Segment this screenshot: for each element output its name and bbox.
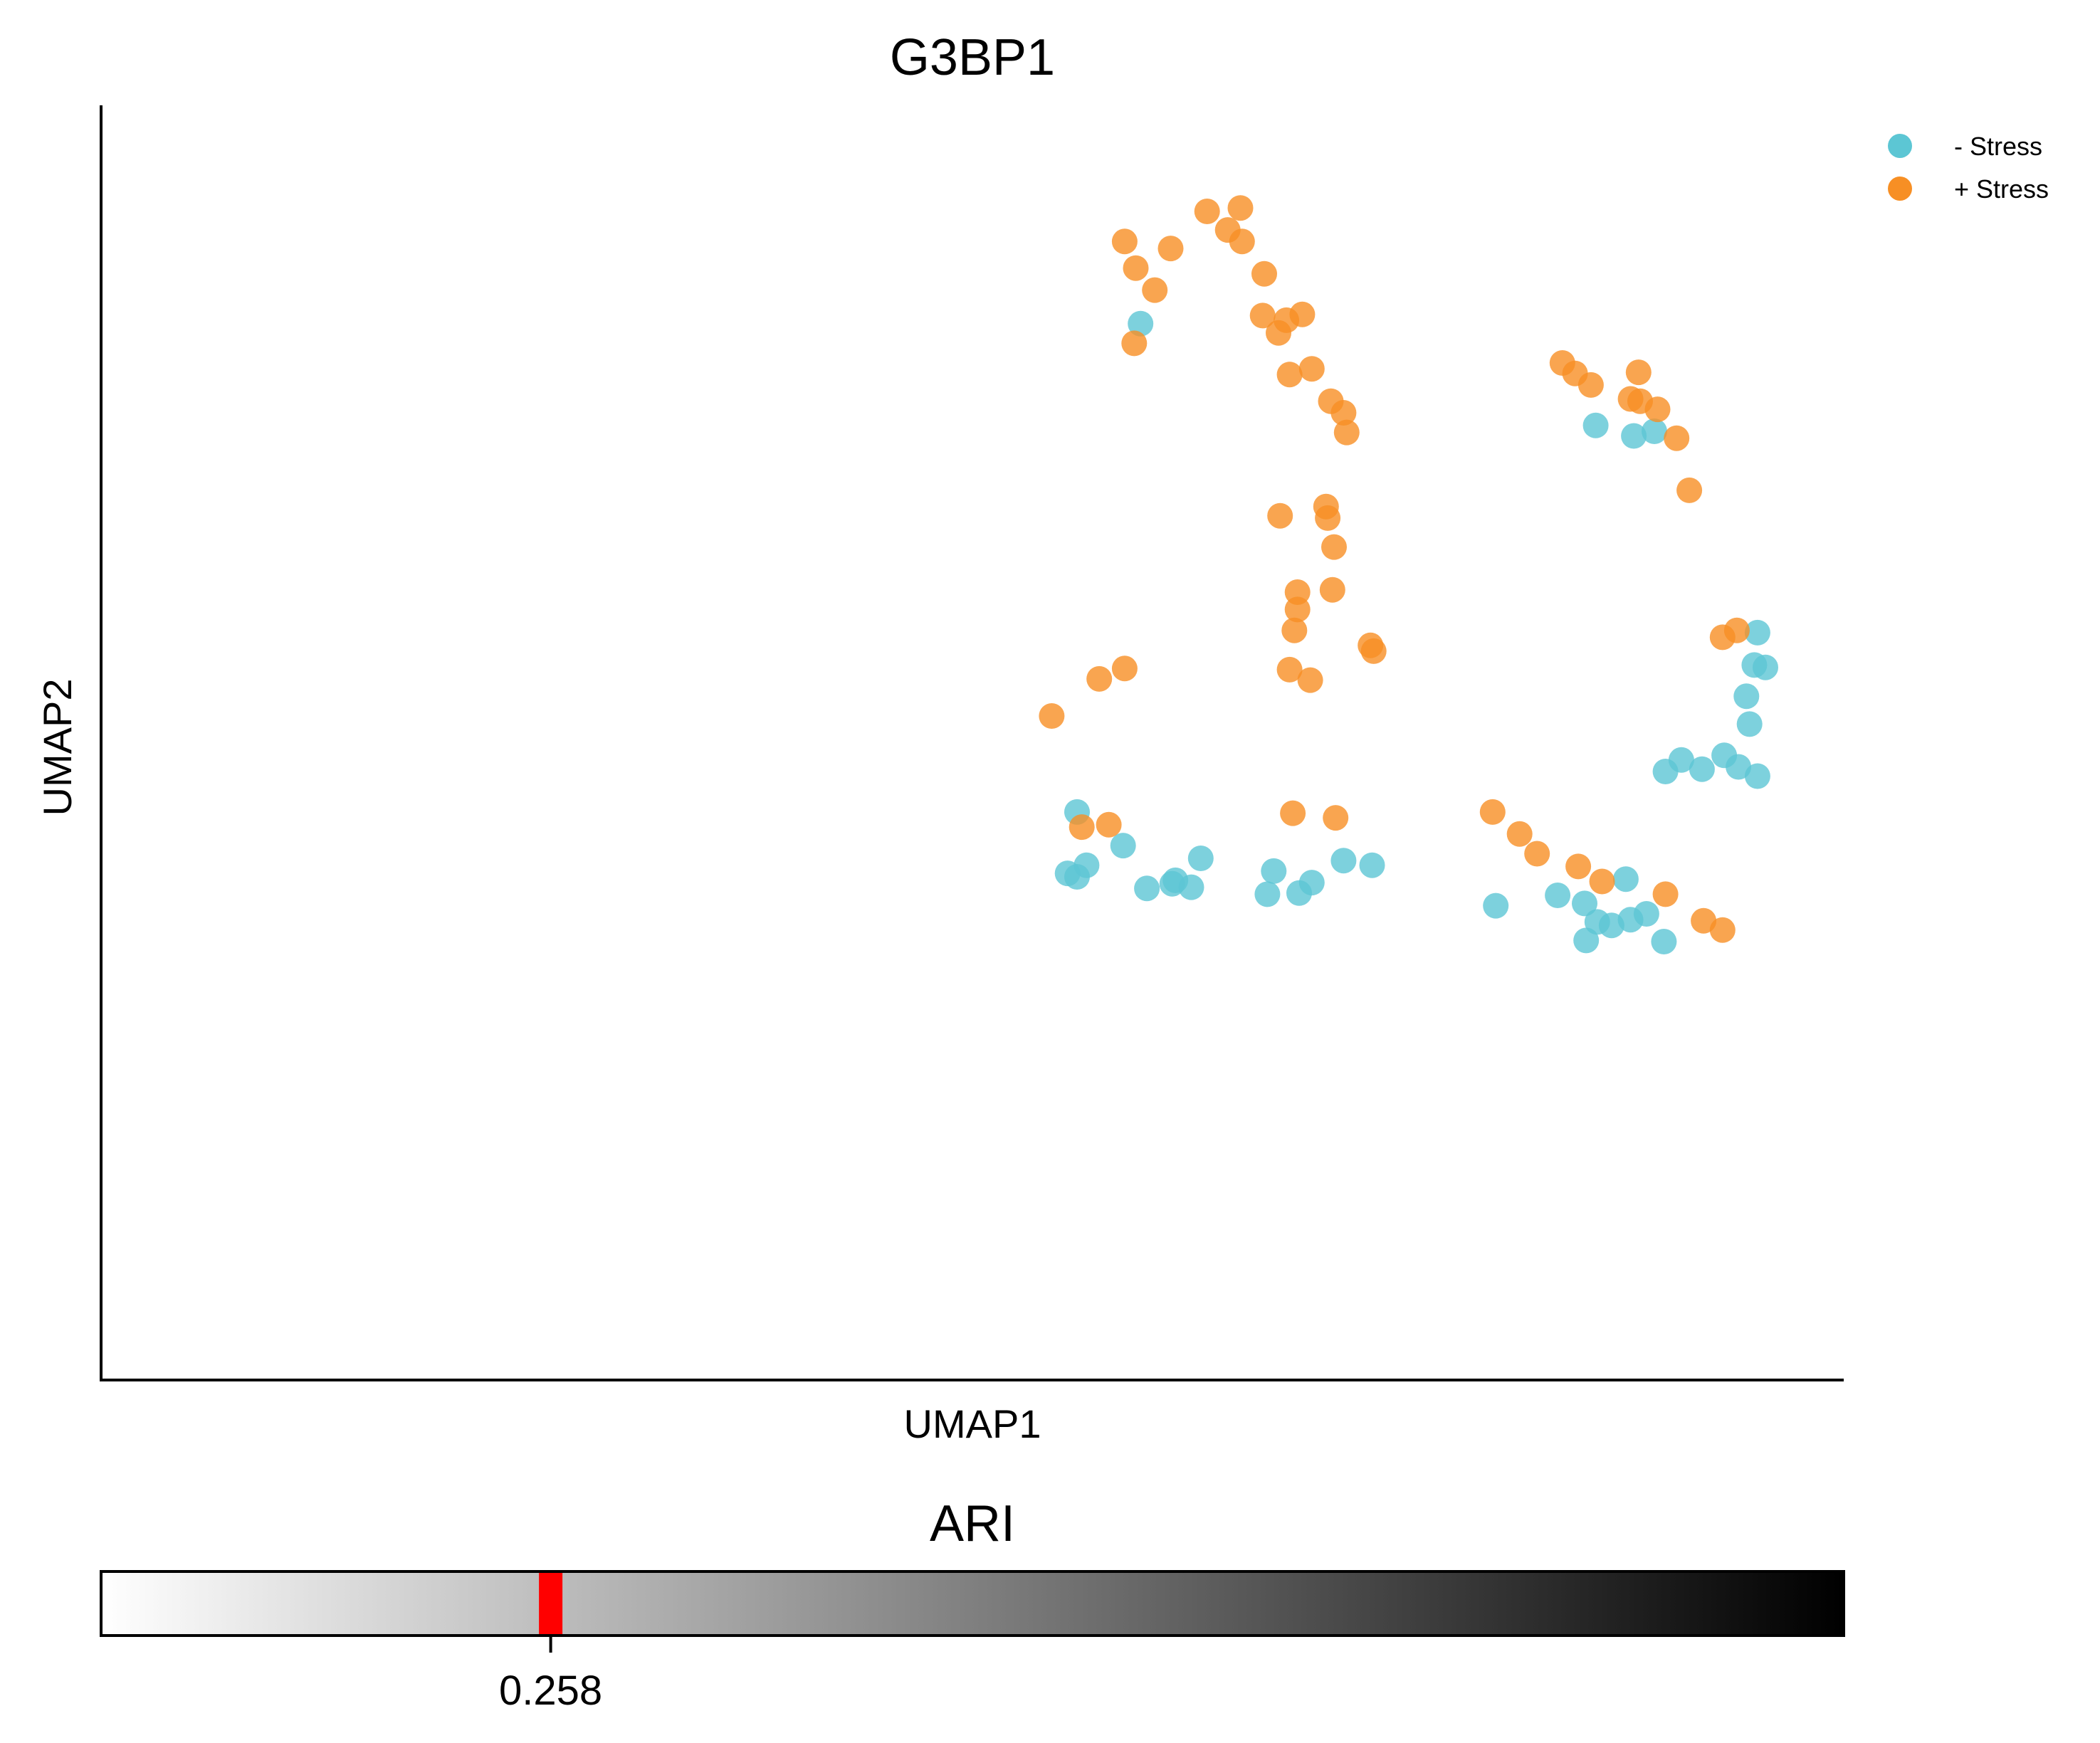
point-minus-stress-23 bbox=[1633, 901, 1659, 927]
point-minus-stress-0 bbox=[1128, 310, 1154, 337]
colorbar-frame bbox=[100, 1570, 1845, 1637]
point-minus-stress-36 bbox=[1753, 654, 1778, 680]
point-plus-stress-1 bbox=[1123, 255, 1149, 281]
point-minus-stress-10 bbox=[1187, 846, 1214, 871]
point-minus-stress-24 bbox=[1651, 929, 1677, 954]
colorbar-tick-label: 0.258 bbox=[499, 1668, 602, 1714]
scatter-points bbox=[1039, 195, 1778, 954]
point-minus-stress-33 bbox=[1744, 763, 1770, 789]
point-minus-stress-8 bbox=[1159, 870, 1185, 897]
point-plus-stress-56 bbox=[1111, 655, 1138, 682]
point-plus-stress-26 bbox=[1276, 656, 1303, 683]
point-minus-stress-19 bbox=[1572, 890, 1597, 917]
point-minus-stress-4 bbox=[1110, 833, 1136, 859]
point-plus-stress-30 bbox=[1360, 638, 1387, 664]
point-plus-stress-31 bbox=[1039, 703, 1065, 729]
point-minus-stress-9 bbox=[1178, 874, 1204, 900]
point-minus-stress-29 bbox=[1689, 756, 1715, 782]
point-minus-stress-11 bbox=[1254, 881, 1281, 907]
point-plus-stress-33 bbox=[1096, 811, 1122, 838]
point-minus-stress-14 bbox=[1298, 870, 1325, 896]
point-plus-stress-42 bbox=[1709, 917, 1736, 943]
point-plus-stress-5 bbox=[1194, 199, 1220, 224]
legend-marker-plus-stress bbox=[1888, 177, 1912, 201]
point-plus-stress-27 bbox=[1284, 596, 1311, 623]
colorbar-gradient bbox=[101, 1571, 1844, 1636]
point-plus-stress-32 bbox=[1069, 814, 1095, 841]
point-plus-stress-50 bbox=[1664, 425, 1690, 451]
point-minus-stress-18 bbox=[1545, 883, 1571, 908]
point-plus-stress-53 bbox=[1723, 617, 1750, 643]
point-plus-stress-13 bbox=[1289, 301, 1316, 327]
point-minus-stress-40 bbox=[1621, 423, 1647, 449]
point-plus-stress-2 bbox=[1157, 236, 1184, 262]
point-minus-stress-6 bbox=[1064, 864, 1090, 890]
point-minus-stress-38 bbox=[1582, 412, 1609, 438]
point-plus-stress-10 bbox=[1249, 302, 1276, 329]
point-plus-stress-38 bbox=[1524, 841, 1550, 867]
point-plus-stress-45 bbox=[1577, 372, 1604, 398]
point-minus-stress-28 bbox=[1668, 747, 1694, 773]
point-minus-stress-37 bbox=[1744, 619, 1770, 646]
point-minus-stress-15 bbox=[1330, 848, 1357, 874]
point-plus-stress-35 bbox=[1323, 805, 1349, 831]
point-plus-stress-46 bbox=[1625, 359, 1652, 386]
point-plus-stress-20 bbox=[1315, 505, 1341, 531]
chart-title: G3BP1 bbox=[890, 29, 1055, 86]
point-plus-stress-49 bbox=[1644, 396, 1671, 423]
point-plus-stress-8 bbox=[1229, 228, 1255, 255]
point-minus-stress-31 bbox=[1726, 754, 1752, 780]
point-plus-stress-7 bbox=[1227, 195, 1254, 221]
point-plus-stress-15 bbox=[1298, 356, 1325, 382]
point-plus-stress-22 bbox=[1321, 534, 1347, 560]
y-axis-label: UMAP2 bbox=[35, 679, 80, 816]
point-plus-stress-23 bbox=[1319, 576, 1345, 603]
point-plus-stress-39 bbox=[1565, 853, 1592, 880]
point-minus-stress-25 bbox=[1573, 927, 1600, 954]
point-plus-stress-21 bbox=[1267, 502, 1293, 529]
point-plus-stress-9 bbox=[1251, 260, 1277, 287]
point-plus-stress-40 bbox=[1589, 868, 1615, 895]
scatter-panel: G3BP1 UMAP1 UMAP2 - Stress + Stress bbox=[35, 29, 2049, 1446]
point-plus-stress-34 bbox=[1280, 800, 1306, 826]
point-minus-stress-12 bbox=[1261, 858, 1287, 884]
point-minus-stress-34 bbox=[1733, 683, 1760, 710]
legend-label-plus-stress: + Stress bbox=[1954, 174, 2049, 204]
point-plus-stress-55 bbox=[1086, 665, 1113, 692]
point-plus-stress-14 bbox=[1276, 362, 1303, 388]
point-plus-stress-0 bbox=[1111, 228, 1138, 255]
point-minus-stress-26 bbox=[1612, 866, 1639, 892]
colorbar-title: ARI bbox=[930, 1495, 1015, 1552]
ari-colorbar-panel: ARI 0.258 bbox=[100, 1495, 1845, 1714]
legend-marker-minus-stress bbox=[1888, 134, 1912, 158]
point-plus-stress-36 bbox=[1479, 799, 1506, 825]
point-plus-stress-3 bbox=[1142, 277, 1168, 303]
point-minus-stress-39 bbox=[1642, 418, 1667, 444]
point-plus-stress-37 bbox=[1506, 821, 1533, 847]
point-minus-stress-17 bbox=[1483, 892, 1509, 919]
point-plus-stress-25 bbox=[1281, 617, 1308, 643]
point-minus-stress-5 bbox=[1134, 875, 1160, 902]
point-plus-stress-54 bbox=[1652, 881, 1679, 907]
legend: - Stress + Stress bbox=[1888, 132, 2049, 204]
point-minus-stress-32 bbox=[1736, 711, 1763, 737]
point-plus-stress-51 bbox=[1676, 477, 1703, 503]
point-plus-stress-28 bbox=[1297, 667, 1323, 693]
ari-value-marker bbox=[539, 1571, 563, 1636]
point-plus-stress-41 bbox=[1691, 907, 1717, 934]
point-plus-stress-17 bbox=[1330, 400, 1357, 426]
point-plus-stress-18 bbox=[1333, 419, 1360, 446]
x-axis-label: UMAP1 bbox=[904, 1401, 1041, 1446]
point-plus-stress-4 bbox=[1121, 330, 1148, 357]
legend-label-minus-stress: - Stress bbox=[1954, 132, 2042, 161]
point-minus-stress-16 bbox=[1359, 852, 1385, 878]
